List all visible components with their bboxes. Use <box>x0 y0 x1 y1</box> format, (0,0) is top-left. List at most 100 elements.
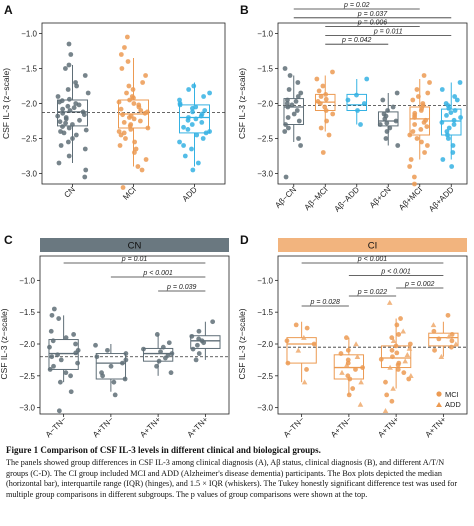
data-point <box>360 365 366 370</box>
y-tick-label: −3.0 <box>21 170 37 179</box>
data-point <box>120 360 125 366</box>
data-point <box>287 73 293 78</box>
data-point <box>289 102 295 108</box>
data-point <box>128 113 134 119</box>
data-point <box>60 106 66 112</box>
data-point <box>49 354 55 360</box>
points-2 <box>141 332 175 376</box>
panel-letter: D <box>240 233 249 247</box>
data-point <box>57 119 63 125</box>
data-point <box>141 346 146 352</box>
data-point <box>128 122 134 127</box>
data-point <box>315 99 321 104</box>
data-point <box>124 34 130 40</box>
bracket-label: p = 0.028 <box>310 299 340 306</box>
box-iqr <box>48 339 79 370</box>
y-tick-label: −2.0 <box>257 340 273 349</box>
bracket-label: p < 0.001 <box>357 256 387 263</box>
data-point <box>82 73 88 78</box>
data-point <box>58 143 64 148</box>
points-3 <box>189 319 216 363</box>
box-iqr <box>428 332 459 347</box>
data-point <box>420 101 426 106</box>
bracket-label: p = 0.042 <box>341 37 371 44</box>
data-point <box>345 373 351 379</box>
data-point <box>390 354 395 360</box>
data-point <box>316 88 322 94</box>
data-point <box>350 386 356 391</box>
data-point <box>389 398 395 404</box>
data-point <box>59 98 65 104</box>
data-point <box>136 102 142 108</box>
data-point <box>387 125 393 131</box>
data-point <box>358 379 364 385</box>
y-tick-label: −1.5 <box>257 308 273 317</box>
y-tick-label: −2.0 <box>257 100 273 109</box>
x-tick-label: Aβ+MCI <box>397 185 424 212</box>
bracket-label: p = 0.006 <box>357 20 387 27</box>
data-point <box>75 347 81 353</box>
data-point <box>168 370 174 376</box>
strip-ci <box>278 238 467 252</box>
data-point <box>295 94 301 99</box>
y-axis-label: CSF IL-3 (z−scale) <box>237 308 247 379</box>
points-4 <box>407 73 432 187</box>
data-point <box>60 124 65 129</box>
data-point <box>354 92 359 98</box>
data-point <box>282 129 288 134</box>
data-point <box>404 352 411 358</box>
data-point <box>195 160 201 166</box>
data-point <box>63 115 69 120</box>
panel-letter: C <box>4 233 13 247</box>
data-point <box>451 117 457 123</box>
significance-bracket: p = 0.037 <box>293 11 452 19</box>
data-point <box>181 143 186 148</box>
data-point <box>282 66 288 71</box>
strip-label: CN <box>128 241 142 252</box>
x-tick-label: A+TN− <box>91 415 116 440</box>
data-point <box>445 312 451 318</box>
significance-bracket: p = 0.011 <box>325 28 452 36</box>
points-3 <box>377 90 401 148</box>
data-point <box>132 139 138 145</box>
data-point <box>145 125 151 131</box>
data-point <box>58 357 64 363</box>
data-point <box>93 342 98 348</box>
y-axis-label: CSF IL-3 (z−scale) <box>237 68 247 139</box>
data-point <box>330 69 335 75</box>
y-tick-label: −3.0 <box>257 404 273 413</box>
data-point <box>116 99 122 105</box>
data-point <box>105 347 110 353</box>
data-point <box>422 150 427 155</box>
data-point <box>291 111 297 117</box>
data-point <box>196 336 202 342</box>
data-point <box>419 139 424 145</box>
data-point <box>66 96 72 102</box>
data-point <box>396 332 402 337</box>
data-point <box>193 357 199 363</box>
data-point <box>449 332 455 337</box>
points-1 <box>338 335 366 407</box>
x-tick-label: Aβ+CN <box>368 185 393 210</box>
data-point <box>154 363 159 369</box>
y-tick-label: −1.5 <box>21 65 37 74</box>
data-point <box>63 335 69 341</box>
x-tick-label: Aβ−ADD <box>333 185 362 214</box>
data-point <box>394 90 400 96</box>
y-axis-label: CSF IL-3 (z−scale) <box>0 308 9 379</box>
box-3 <box>428 321 459 357</box>
data-point <box>412 181 417 187</box>
data-point <box>56 408 62 414</box>
data-point <box>452 108 458 113</box>
data-point <box>449 344 454 350</box>
data-point <box>67 108 73 113</box>
data-point <box>346 392 352 398</box>
panel-letter: A <box>4 3 13 17</box>
data-point <box>295 347 302 353</box>
data-point <box>364 76 370 82</box>
data-point <box>122 376 128 382</box>
data-point <box>181 124 186 130</box>
legend-marker-add <box>436 402 442 407</box>
points-0 <box>282 66 304 180</box>
